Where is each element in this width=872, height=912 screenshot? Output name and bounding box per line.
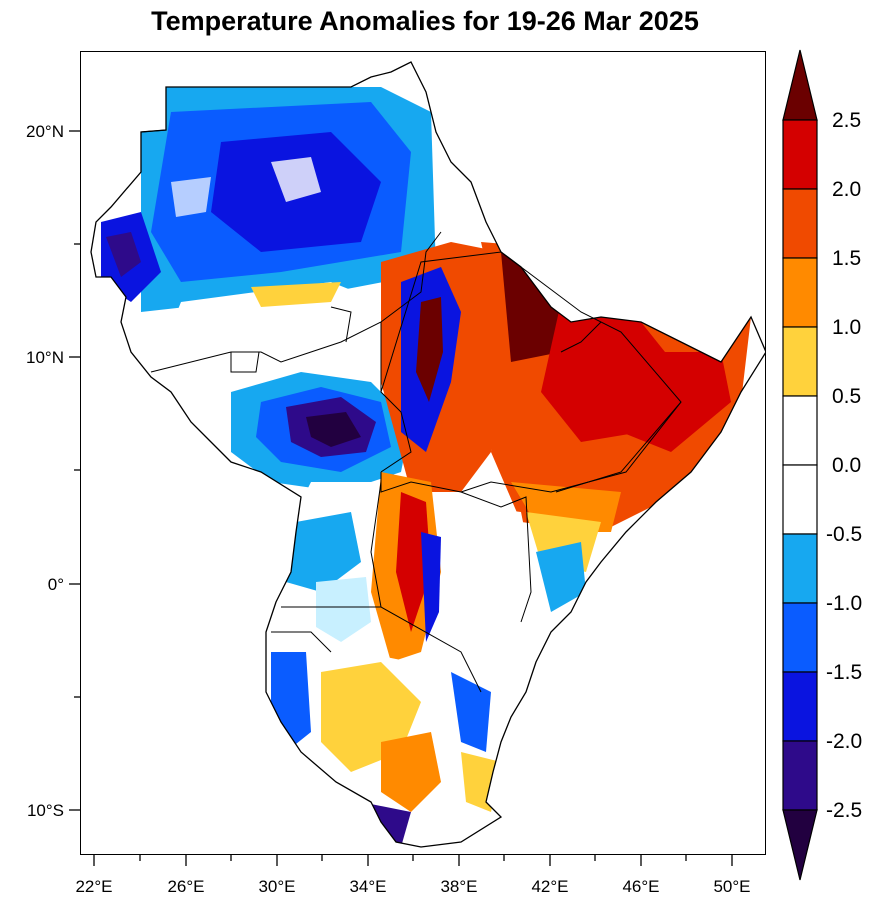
colorbar-bin [782,119,818,190]
colorbar-label: -1.0 [826,592,862,615]
colorbar-bin [782,533,818,604]
colorbar-label: 2.0 [832,178,861,201]
lat-tick-10s: 10°S [27,801,64,820]
lat-tick-0: 0° [48,575,64,594]
colorbar-label: 1.5 [832,247,861,270]
colorbar-bottom-arrow [782,809,818,881]
colorbar-bin [782,671,818,742]
lat-tick-20n: 20°N [26,122,64,141]
colorbar-bin [782,326,818,397]
colorbar-label: 0.5 [832,385,861,408]
colorbar-label: -2.0 [826,730,862,753]
colorbar-bin [782,257,818,328]
anomaly-map [90,61,765,848]
lon-tick-26e: 26°E [167,877,204,896]
lon-tick-42e: 42°E [531,877,568,896]
map-title: Temperature Anomalies for 19-26 Mar 2025 [151,6,699,36]
lon-tick-46e: 46°E [622,877,659,896]
colorbar-bin [782,188,818,259]
colorbar-top-arrow [782,49,818,121]
colorbar-label: 2.5 [832,109,861,132]
lon-tick-22e: 22°E [75,877,112,896]
colorbar-label: -2.5 [826,799,862,822]
map-plot-area [80,51,766,855]
lon-tick-50e: 50°E [713,877,750,896]
colorbar-bin [782,395,818,466]
colorbar-bin [782,740,818,811]
lat-tick-10n: 10°N [26,348,64,367]
colorbar-label: 1.0 [832,316,861,339]
colorbar-label: -1.5 [826,661,862,684]
colorbar-label: -0.5 [826,523,862,546]
lon-tick-34e: 34°E [349,877,386,896]
colorbar-bin [782,602,818,673]
lon-tick-30e: 30°E [258,877,295,896]
lon-tick-38e: 38°E [440,877,477,896]
colorbar-bin [782,464,818,535]
colorbar-label: 0.0 [832,454,861,477]
colorbar: 2.5 2.0 1.5 1.0 0.5 0.0 -0.5 -1.0 -1.5 -… [782,49,862,881]
